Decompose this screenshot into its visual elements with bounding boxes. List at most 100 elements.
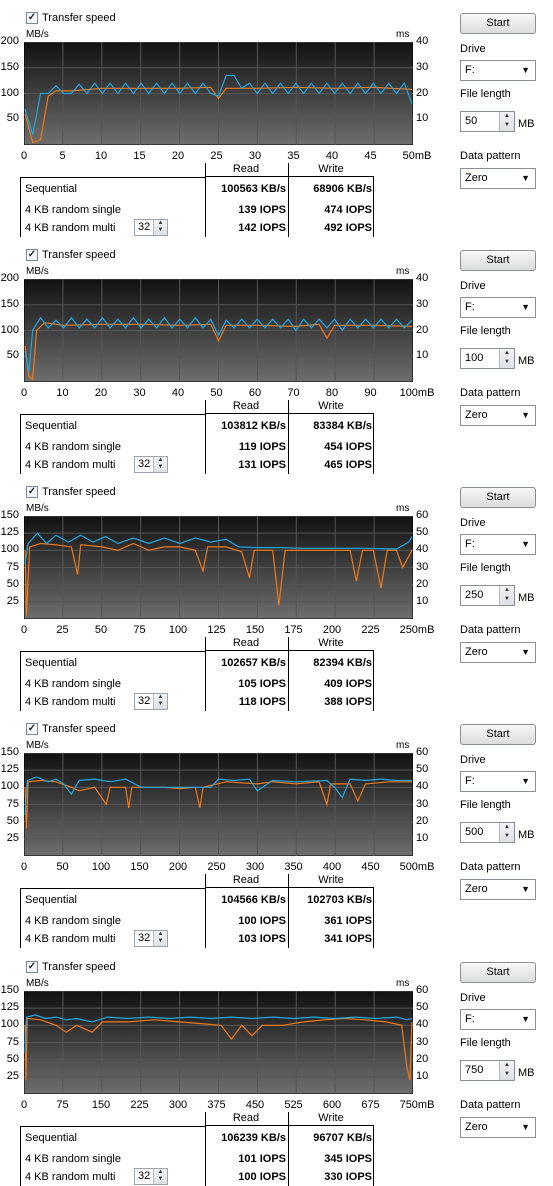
read-header: Read: [232, 874, 260, 886]
spin-up-icon[interactable]: ▲: [504, 350, 510, 356]
data-pattern-select[interactable]: Zero ▼: [460, 879, 536, 900]
x-tick: 450: [361, 861, 380, 873]
queue-depth-spin-buttons[interactable]: ▲ ▼: [153, 1169, 167, 1184]
chevron-down-icon[interactable]: ▼: [521, 884, 530, 894]
x-tick: 40: [325, 150, 339, 162]
chevron-down-icon[interactable]: ▼: [521, 539, 530, 549]
spin-down-icon[interactable]: ▼: [157, 938, 164, 944]
read-header: Read: [232, 637, 260, 649]
drive-select[interactable]: F: ▼: [460, 60, 536, 81]
file-length-spin-buttons[interactable]: ▲ ▼: [499, 823, 514, 842]
random-single-row-label: 4 KB random single: [25, 678, 121, 690]
spin-up-icon[interactable]: ▲: [504, 113, 510, 119]
x-tick: 100: [168, 624, 188, 636]
file-length-stepper[interactable]: 250 ▲ ▼: [460, 585, 515, 606]
spin-down-icon[interactable]: ▼: [504, 1071, 510, 1077]
table-divider-left: [205, 400, 206, 474]
spin-up-icon[interactable]: ▲: [504, 824, 510, 830]
file-length-stepper[interactable]: 500 ▲ ▼: [460, 822, 515, 843]
table-label-border: [20, 177, 206, 178]
spin-down-icon[interactable]: ▼: [504, 833, 510, 839]
transfer-speed-checkbox[interactable]: ✓: [26, 961, 38, 973]
data-pattern-value: Zero: [465, 646, 488, 658]
queue-depth-stepper[interactable]: 32 ▲ ▼: [134, 456, 168, 473]
chevron-down-icon[interactable]: ▼: [521, 1122, 530, 1132]
random-single-row-label: 4 KB random single: [25, 441, 121, 453]
start-button[interactable]: Start: [460, 13, 536, 34]
table-divider-right: [373, 651, 374, 711]
queue-depth-stepper[interactable]: 32 ▲ ▼: [134, 693, 168, 710]
drive-select[interactable]: F: ▼: [460, 1009, 536, 1030]
table-label-edge: [20, 414, 21, 474]
data-pattern-select[interactable]: Zero ▼: [460, 405, 536, 426]
drive-select[interactable]: F: ▼: [460, 297, 536, 318]
transfer-speed-checkbox[interactable]: ✓: [26, 12, 38, 24]
read-value: 119 IOPS: [238, 441, 286, 453]
y-tick-right: 30: [416, 1035, 429, 1048]
drive-select[interactable]: F: ▼: [460, 771, 536, 792]
transfer-speed-label: Transfer speed: [42, 249, 116, 261]
drive-value: F:: [465, 538, 475, 550]
chevron-down-icon[interactable]: ▼: [521, 1014, 530, 1024]
data-pattern-value: Zero: [465, 883, 488, 895]
queue-depth-stepper[interactable]: 32 ▲ ▼: [134, 1168, 168, 1185]
x-tick: 225: [361, 624, 380, 636]
file-length-spin-buttons[interactable]: ▲ ▼: [499, 1061, 514, 1080]
chevron-down-icon[interactable]: ▼: [521, 173, 530, 183]
spin-down-icon[interactable]: ▼: [504, 122, 510, 128]
queue-depth-spin-buttons[interactable]: ▲ ▼: [153, 220, 167, 235]
chevron-down-icon[interactable]: ▼: [521, 647, 530, 657]
file-length-stepper[interactable]: 100 ▲ ▼: [460, 348, 515, 369]
spin-down-icon[interactable]: ▼: [157, 227, 164, 233]
start-button[interactable]: Start: [460, 250, 536, 271]
file-length-spin-buttons[interactable]: ▲ ▼: [499, 586, 514, 605]
transfer-speed-checkbox[interactable]: ✓: [26, 486, 38, 498]
spin-up-icon[interactable]: ▲: [157, 694, 164, 700]
start-button[interactable]: Start: [460, 487, 536, 508]
y-tick-left: 150: [0, 297, 19, 310]
file-length-spin-buttons[interactable]: ▲ ▼: [499, 349, 514, 368]
spin-down-icon[interactable]: ▼: [504, 596, 510, 602]
y-tick-left: 125: [0, 763, 19, 776]
spin-down-icon[interactable]: ▼: [157, 464, 164, 470]
queue-depth-spin-buttons[interactable]: ▲ ▼: [153, 931, 167, 946]
start-button[interactable]: Start: [460, 724, 536, 745]
y-tick-right: 10: [416, 1069, 429, 1082]
spin-up-icon[interactable]: ▲: [157, 1169, 164, 1175]
data-pattern-select[interactable]: Zero ▼: [460, 642, 536, 663]
read-value: 100 IOPS: [238, 915, 286, 927]
queue-depth-stepper[interactable]: 32 ▲ ▼: [134, 219, 168, 236]
queue-depth-stepper[interactable]: 32 ▲ ▼: [134, 930, 168, 947]
y-tick-left: 75: [6, 560, 19, 573]
spin-down-icon[interactable]: ▼: [157, 1176, 164, 1182]
drive-value: F:: [465, 1013, 475, 1025]
spin-up-icon[interactable]: ▲: [157, 931, 164, 937]
file-length-stepper[interactable]: 50 ▲ ▼: [460, 111, 515, 132]
queue-depth-spin-buttons[interactable]: ▲ ▼: [153, 457, 167, 472]
x-tick: 200: [322, 624, 342, 636]
spin-up-icon[interactable]: ▲: [157, 457, 164, 463]
spin-down-icon[interactable]: ▼: [504, 359, 510, 365]
spin-up-icon[interactable]: ▲: [157, 220, 164, 226]
chevron-down-icon[interactable]: ▼: [521, 776, 530, 786]
read-value: 106239 KB/s: [221, 1132, 286, 1144]
table-top-border: [206, 1125, 374, 1126]
start-button[interactable]: Start: [460, 962, 536, 983]
file-length-spin-buttons[interactable]: ▲ ▼: [499, 112, 514, 131]
transfer-speed-checkbox[interactable]: ✓: [26, 249, 38, 261]
chevron-down-icon[interactable]: ▼: [521, 65, 530, 75]
data-pattern-select[interactable]: Zero ▼: [460, 168, 536, 189]
chevron-down-icon[interactable]: ▼: [521, 410, 530, 420]
data-pattern-select[interactable]: Zero ▼: [460, 1117, 536, 1138]
spin-up-icon[interactable]: ▲: [504, 587, 510, 593]
unit-right-label: ms: [396, 29, 410, 40]
spin-down-icon[interactable]: ▼: [157, 701, 164, 707]
write-value: 68906 KB/s: [313, 183, 372, 195]
drive-select[interactable]: F: ▼: [460, 534, 536, 555]
file-length-stepper[interactable]: 750 ▲ ▼: [460, 1060, 515, 1081]
unit-right-label: ms: [396, 266, 410, 277]
chevron-down-icon[interactable]: ▼: [521, 302, 530, 312]
spin-up-icon[interactable]: ▲: [504, 1062, 510, 1068]
queue-depth-spin-buttons[interactable]: ▲ ▼: [153, 694, 167, 709]
transfer-speed-checkbox[interactable]: ✓: [26, 723, 38, 735]
